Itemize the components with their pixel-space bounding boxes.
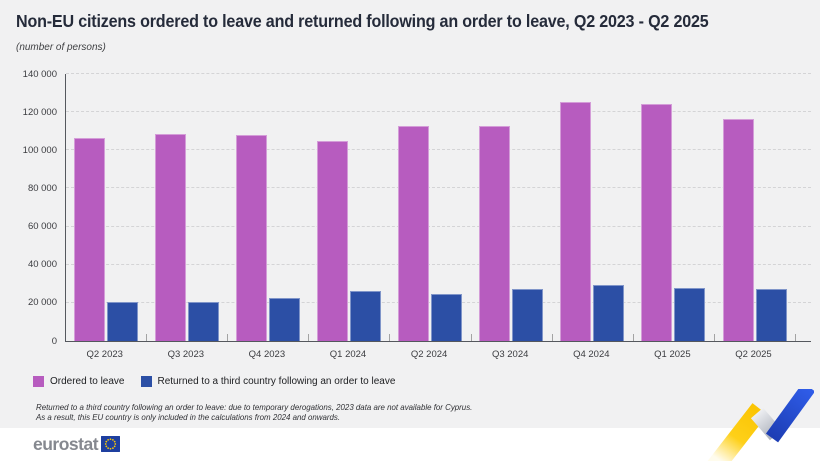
y-axis-labels: 0 20 000 40 000 60 000 80 000 100 000 120 000 1… bbox=[0, 69, 57, 347]
x-axis-label: Q1 2025 bbox=[654, 349, 691, 360]
x-axis-tick bbox=[470, 334, 472, 341]
footer-bar: eurostat bbox=[0, 428, 820, 461]
y-axis-label: 80 000 bbox=[27, 182, 57, 194]
y-gridline bbox=[66, 187, 811, 189]
bar-returned-to-third-country bbox=[512, 288, 544, 341]
bar-returned-to-third-country bbox=[431, 294, 463, 341]
legend-item: Ordered to leave bbox=[33, 376, 125, 387]
flag-star-icon bbox=[109, 438, 112, 441]
x-axis-labels: Q2 2023 Q3 2023 Q4 2023 Q1 2024 Q2 2024 Q3 20… bbox=[65, 349, 810, 363]
bar-group bbox=[235, 74, 300, 341]
trend-zigzag-decoration bbox=[707, 389, 814, 461]
bar-returned-to-third-country bbox=[755, 288, 787, 341]
bar-ordered-to-leave bbox=[722, 118, 754, 341]
y-gridline bbox=[66, 111, 811, 113]
x-axis-label: Q3 2024 bbox=[491, 349, 529, 360]
y-gridline bbox=[66, 225, 811, 227]
y-gridline bbox=[66, 263, 811, 265]
page-title: Non-EU citizens ordered to leave and ret… bbox=[16, 11, 709, 31]
eu-flag-icon bbox=[101, 436, 121, 452]
legend-label: Returned to a third country following an… bbox=[157, 376, 396, 387]
y-axis-label: 0 bbox=[51, 335, 57, 347]
legend-swatch-icon bbox=[140, 376, 152, 387]
x-axis-label: Q4 2024 bbox=[573, 349, 610, 360]
legend-label: Ordered to leave bbox=[50, 376, 125, 387]
flag-star-icon bbox=[112, 447, 114, 450]
x-axis-tick bbox=[632, 334, 634, 341]
y-axis-label: 120 000 bbox=[22, 106, 57, 118]
bar-returned-to-third-country bbox=[187, 301, 219, 341]
y-axis-label: 40 000 bbox=[27, 259, 57, 271]
y-axis-label: 20 000 bbox=[27, 297, 57, 309]
bar-ordered-to-leave bbox=[560, 101, 592, 341]
zigzag-blue-band bbox=[765, 389, 814, 443]
footnote-line-1: Returned to a third country following an… bbox=[36, 402, 473, 412]
bar-ordered-to-leave bbox=[73, 137, 105, 341]
footnote-line-2: As a result, this EU country is only inc… bbox=[36, 411, 341, 422]
bar-group bbox=[560, 74, 625, 341]
eurostat-logo: eurostat bbox=[33, 433, 121, 455]
bar-ordered-to-leave bbox=[398, 126, 430, 341]
bar-returned-to-third-country bbox=[674, 287, 706, 341]
x-axis-label: Q3 2023 bbox=[167, 349, 205, 360]
bar-ordered-to-leave bbox=[317, 140, 348, 341]
x-axis-label: Q2 2023 bbox=[86, 349, 123, 360]
bar-group bbox=[317, 74, 381, 341]
chart-subtitle: (number of persons) bbox=[16, 41, 106, 53]
x-axis-tick bbox=[551, 334, 553, 341]
flag-star-icon bbox=[109, 447, 112, 450]
flag-star-icon bbox=[105, 445, 108, 448]
x-axis-label: Q1 2024 bbox=[329, 349, 367, 360]
bar-chart-plot bbox=[65, 73, 811, 342]
bar-returned-to-third-country bbox=[593, 284, 625, 341]
bar-group bbox=[398, 74, 463, 341]
y-gridline bbox=[66, 73, 811, 74]
x-axis-label: Q4 2023 bbox=[248, 349, 286, 360]
bar-group bbox=[479, 74, 544, 341]
y-axis-label: 60 000 bbox=[27, 221, 57, 233]
legend-swatch-icon bbox=[33, 376, 44, 387]
footnote: Returned to a third country following an… bbox=[36, 402, 473, 423]
bar-ordered-to-leave bbox=[154, 134, 186, 341]
bar-ordered-to-leave bbox=[479, 126, 511, 341]
chart-legend: Ordered to leave Returned to a third coun… bbox=[33, 376, 395, 387]
bar-returned-to-third-country bbox=[268, 298, 300, 341]
bar-group bbox=[722, 74, 787, 341]
flag-star-icon bbox=[107, 438, 109, 441]
flag-star-icon bbox=[113, 445, 116, 448]
flag-star-icon bbox=[105, 440, 108, 443]
x-axis-tick bbox=[227, 334, 229, 341]
legend-item: Returned to a third country following an… bbox=[140, 376, 396, 387]
bar-returned-to-third-country bbox=[350, 291, 381, 341]
x-axis-tick bbox=[389, 334, 391, 341]
flag-star-icon bbox=[114, 443, 117, 445]
x-axis-label: Q2 2025 bbox=[735, 349, 772, 360]
bar-ordered-to-leave bbox=[235, 135, 267, 341]
y-axis-label: 100 000 bbox=[22, 144, 57, 156]
x-axis-label: Q2 2024 bbox=[410, 349, 448, 360]
y-gridline bbox=[66, 149, 811, 151]
bar-group bbox=[73, 74, 138, 341]
x-axis-tick bbox=[146, 334, 148, 341]
flag-star-icon bbox=[113, 440, 116, 443]
flag-star-icon bbox=[104, 443, 107, 445]
bar-group bbox=[154, 74, 219, 341]
bar-group bbox=[641, 74, 706, 341]
bar-ordered-to-leave bbox=[641, 103, 673, 341]
eurostat-wordmark: eurostat bbox=[33, 434, 99, 454]
flag-star-icon bbox=[107, 447, 109, 450]
x-axis-tick bbox=[308, 334, 310, 341]
bar-returned-to-third-country bbox=[106, 301, 138, 341]
x-axis-tick bbox=[713, 334, 715, 341]
x-axis-tick bbox=[794, 334, 796, 341]
flag-star-icon bbox=[112, 438, 114, 441]
y-axis-label: 140 000 bbox=[22, 68, 57, 80]
